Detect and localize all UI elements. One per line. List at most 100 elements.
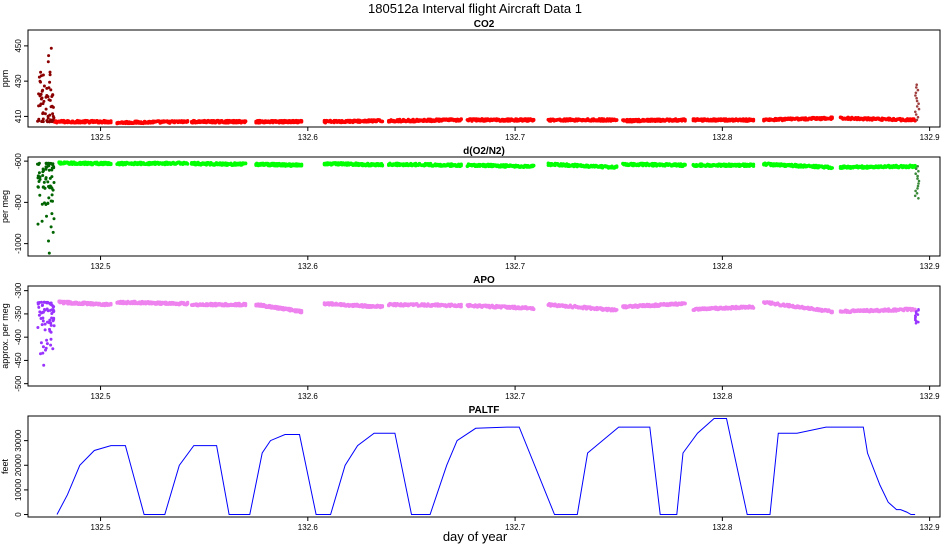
co2-end-point: [914, 110, 917, 114]
apo-segment: [190, 301, 248, 308]
do2n2-start-point: [37, 171, 41, 175]
apo-x-tick-label: 132.5: [91, 392, 112, 401]
apo-data-point: [185, 302, 190, 306]
do2n2-start-point: [45, 165, 49, 169]
do2n2-start-point: [44, 203, 48, 206]
co2-start-point: [40, 96, 44, 100]
chart-main-title: 180512a Interval flight Aircraft Data 1: [368, 1, 582, 16]
co2-data-point: [615, 118, 619, 123]
co2-start-point: [49, 46, 53, 50]
apo-segment: [838, 306, 917, 315]
do2n2-x-tick-label: 132.8: [712, 262, 733, 271]
co2-start-point: [44, 107, 48, 111]
apo-segment: [691, 304, 756, 312]
co2-segment: [465, 117, 536, 123]
co2-end-point: [917, 107, 921, 111]
do2n2-y-tick-label: -600: [14, 153, 23, 170]
apo-data-point: [751, 306, 756, 310]
co2-end-point: [914, 113, 918, 116]
co2-segment: [387, 117, 463, 124]
do2n2-data-point: [751, 164, 756, 168]
do2n2-start-point: [38, 175, 42, 179]
do2n2-segment: [254, 161, 304, 168]
co2-start-point: [37, 119, 41, 123]
do2n2-start-point: [41, 167, 45, 171]
apo-y-tick-label: -500: [14, 375, 23, 392]
do2n2-start-point: [41, 174, 45, 177]
do2n2-data-point: [243, 161, 248, 165]
do2n2-start-point: [47, 185, 50, 188]
apo-end-point: [914, 321, 918, 325]
x-axis-title: day of year: [442, 529, 508, 544]
apo-start-point: [43, 322, 47, 326]
co2-frame: [27, 29, 941, 128]
apo-start-point: [49, 337, 53, 341]
do2n2-end-point: [914, 189, 917, 193]
apo-data-point: [299, 309, 304, 313]
co2-start-point: [40, 119, 44, 123]
apo-data-point: [683, 302, 687, 306]
apo-data-point: [459, 305, 463, 309]
co2-end-point: [914, 91, 918, 95]
apo-x-tick-label: 132.7: [505, 392, 526, 401]
co2-y-axis-label: ppm: [0, 70, 10, 88]
apo-start-point: [47, 321, 51, 325]
apo-x-tick-label: 132.6: [298, 392, 319, 401]
co2-start-point: [49, 88, 53, 92]
apo-start-point: [43, 308, 46, 311]
do2n2-end-point: [917, 197, 920, 200]
co2-segment: [322, 118, 385, 125]
do2n2-start-point: [41, 170, 45, 174]
do2n2-title: d(O2/N2): [463, 146, 505, 157]
do2n2-start-point: [47, 168, 51, 172]
co2-title: CO2: [474, 19, 495, 30]
co2-start-point: [45, 94, 49, 97]
co2-start-point: [39, 80, 42, 84]
do2n2-start-point: [47, 196, 51, 200]
apo-start-point: [37, 313, 41, 317]
co2-data-point: [532, 117, 536, 122]
apo-start-point: [43, 328, 47, 332]
co2-segment: [51, 118, 113, 125]
co2-end-point: [916, 115, 920, 119]
apo-start-point: [45, 307, 49, 311]
do2n2-end-point: [917, 179, 921, 183]
do2n2-end-point: [916, 184, 920, 188]
apo-start-point: [39, 317, 43, 320]
apo-segment: [762, 300, 834, 315]
do2n2-end-point: [914, 167, 918, 170]
do2n2-end-point: [914, 172, 917, 175]
do2n2-start-point: [36, 222, 40, 226]
do2n2-start-point: [51, 199, 54, 203]
do2n2-start-point: [46, 180, 50, 184]
apo-start-point: [39, 352, 42, 356]
do2n2-segment: [546, 161, 619, 170]
co2-segment: [838, 115, 917, 123]
co2-start-point: [49, 105, 53, 109]
apo-start-point: [39, 341, 43, 345]
co2-start-point: [41, 117, 45, 121]
co2-start-point: [45, 119, 49, 123]
do2n2-x-tick-label: 132.9: [920, 262, 941, 271]
do2n2-end-point: [917, 169, 920, 173]
apo-segment: [546, 302, 619, 313]
co2-x-tick-label: 132.9: [920, 133, 941, 142]
apo-segment: [115, 299, 190, 307]
apo-start-point: [39, 300, 43, 304]
do2n2-start-point: [50, 193, 54, 197]
co2-y-tick-label: 450: [14, 39, 23, 53]
paltf-y-axis-label: feet: [0, 458, 10, 474]
co2-data-point: [185, 119, 190, 123]
co2-start-point: [43, 112, 47, 116]
apo-data-point: [109, 301, 113, 306]
do2n2-start-point: [36, 185, 40, 189]
co2-data-point: [380, 119, 385, 124]
apo-y-axis-label: approx. per meg: [0, 303, 10, 369]
apo-start-point: [50, 316, 54, 320]
apo-start-point: [41, 345, 45, 349]
do2n2-y-tick-label: -1000: [14, 233, 23, 254]
co2-start-point: [52, 116, 56, 120]
paltf-title: PALTF: [469, 405, 500, 416]
do2n2-end-point: [916, 174, 919, 178]
